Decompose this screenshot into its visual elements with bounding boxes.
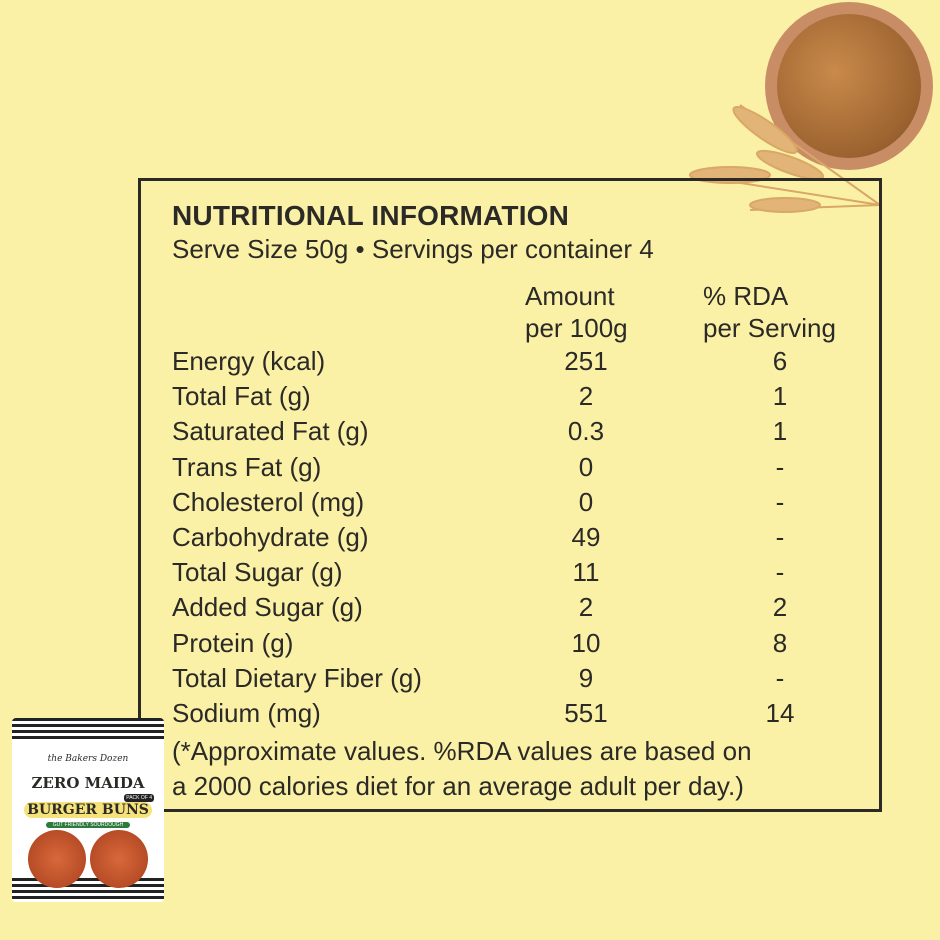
- package-line1: ZERO MAIDA: [31, 774, 145, 792]
- footnote-line1: (*Approximate values. %RDA values are ba…: [172, 736, 752, 766]
- nutrient-rda: -: [775, 486, 785, 517]
- amount-header-line1: Amount: [525, 281, 615, 311]
- nutrient-amount: 9: [578, 662, 594, 693]
- nutrient-amount: 2: [578, 381, 594, 412]
- nutrient-rda: 6: [772, 346, 788, 376]
- nutrient-label: Energy (kcal): [172, 346, 326, 376]
- package-brand: the Bakers Dozen: [47, 754, 129, 764]
- nutrient-row: Total Dietary Fiber (g) 9 -: [172, 663, 872, 698]
- nutrient-amount: 0.3: [567, 416, 605, 447]
- footnote: (*Approximate values. %RDA values are ba…: [172, 734, 872, 804]
- nutrient-label: Cholesterol (mg): [172, 486, 365, 517]
- nutrient-amount: 0: [578, 451, 594, 482]
- nutrient-label: Sodium (mg): [172, 698, 321, 728]
- amount-column-header: Amount per 100g: [525, 280, 628, 344]
- nutrient-rda: -: [775, 557, 785, 588]
- nutrient-rda: 2: [772, 592, 788, 623]
- nutrient-rda: -: [775, 451, 785, 482]
- nutrient-label: Added Sugar (g): [172, 592, 363, 623]
- rda-header-line1: % RDA: [703, 281, 789, 311]
- nutrition-title: NUTRITIONAL INFORMATION: [172, 200, 570, 231]
- nutrient-rda: 8: [772, 627, 788, 658]
- nutrient-rda: 1: [772, 381, 788, 412]
- nutrient-row: Energy (kcal) 251 6: [172, 346, 872, 381]
- nutrient-amount: 11: [572, 557, 600, 588]
- nutrient-rda: 14: [765, 698, 795, 728]
- package-line2: BURGER BUNS: [24, 802, 152, 818]
- bun-image: [28, 830, 86, 888]
- nutrient-row: Carbohydrate (g) 49 -: [172, 522, 872, 557]
- rda-header-line2: per Serving: [703, 313, 836, 343]
- nutrient-row: Sodium (mg) 551 14: [172, 698, 872, 733]
- nutrient-label: Carbohydrate (g): [172, 522, 369, 552]
- nutrient-rda: -: [775, 662, 785, 693]
- nutrient-amount: 251: [564, 346, 608, 376]
- nutrient-row: Total Fat (g) 2 1: [172, 381, 872, 416]
- nutrient-label: Protein (g): [172, 627, 294, 658]
- rda-column-header: % RDA per Serving: [703, 280, 836, 344]
- serving-info: Serve Size 50g • Servings per container …: [172, 234, 654, 264]
- nutrient-row: Added Sugar (g) 2 2: [172, 592, 872, 627]
- nutrient-amount: 2: [578, 592, 594, 623]
- package-tag: GUT FRIENDLY SOURDOUGH: [46, 822, 130, 828]
- nutrient-row: Saturated Fat (g) 0.3 1: [172, 416, 872, 451]
- nutrient-amount: 551: [564, 698, 608, 728]
- nutrient-label: Saturated Fat (g): [172, 416, 369, 447]
- nutrient-rda: -: [775, 522, 785, 552]
- footnote-line2: a 2000 calories diet for an average adul…: [172, 771, 744, 801]
- package-pack-badge: PACK OF 4: [124, 794, 154, 802]
- nutrient-amount: 10: [571, 627, 601, 658]
- nutrient-label: Total Dietary Fiber (g): [172, 662, 422, 693]
- bun-image: [90, 830, 148, 888]
- nutrient-amount: 0: [578, 486, 594, 517]
- nutrient-rda: 1: [772, 416, 788, 447]
- amount-header-line2: per 100g: [525, 313, 628, 343]
- nutrient-row: Protein (g) 10 8: [172, 628, 872, 663]
- nutrient-row: Trans Fat (g) 0 -: [172, 452, 872, 487]
- nutrient-label: Total Sugar (g): [172, 557, 343, 588]
- nutrient-label: Trans Fat (g): [172, 451, 322, 482]
- product-package-image: the Bakers Dozen ZERO MAIDA BURGER BUNS …: [12, 718, 164, 902]
- nutrient-row: Total Sugar (g) 11 -: [172, 557, 872, 592]
- nutrition-table-border: [138, 178, 882, 812]
- nutrient-amount: 49: [571, 522, 601, 552]
- wheat-grains-image: [777, 14, 921, 158]
- nutrient-label: Total Fat (g): [172, 381, 311, 412]
- nutrient-row: Cholesterol (mg) 0 -: [172, 487, 872, 522]
